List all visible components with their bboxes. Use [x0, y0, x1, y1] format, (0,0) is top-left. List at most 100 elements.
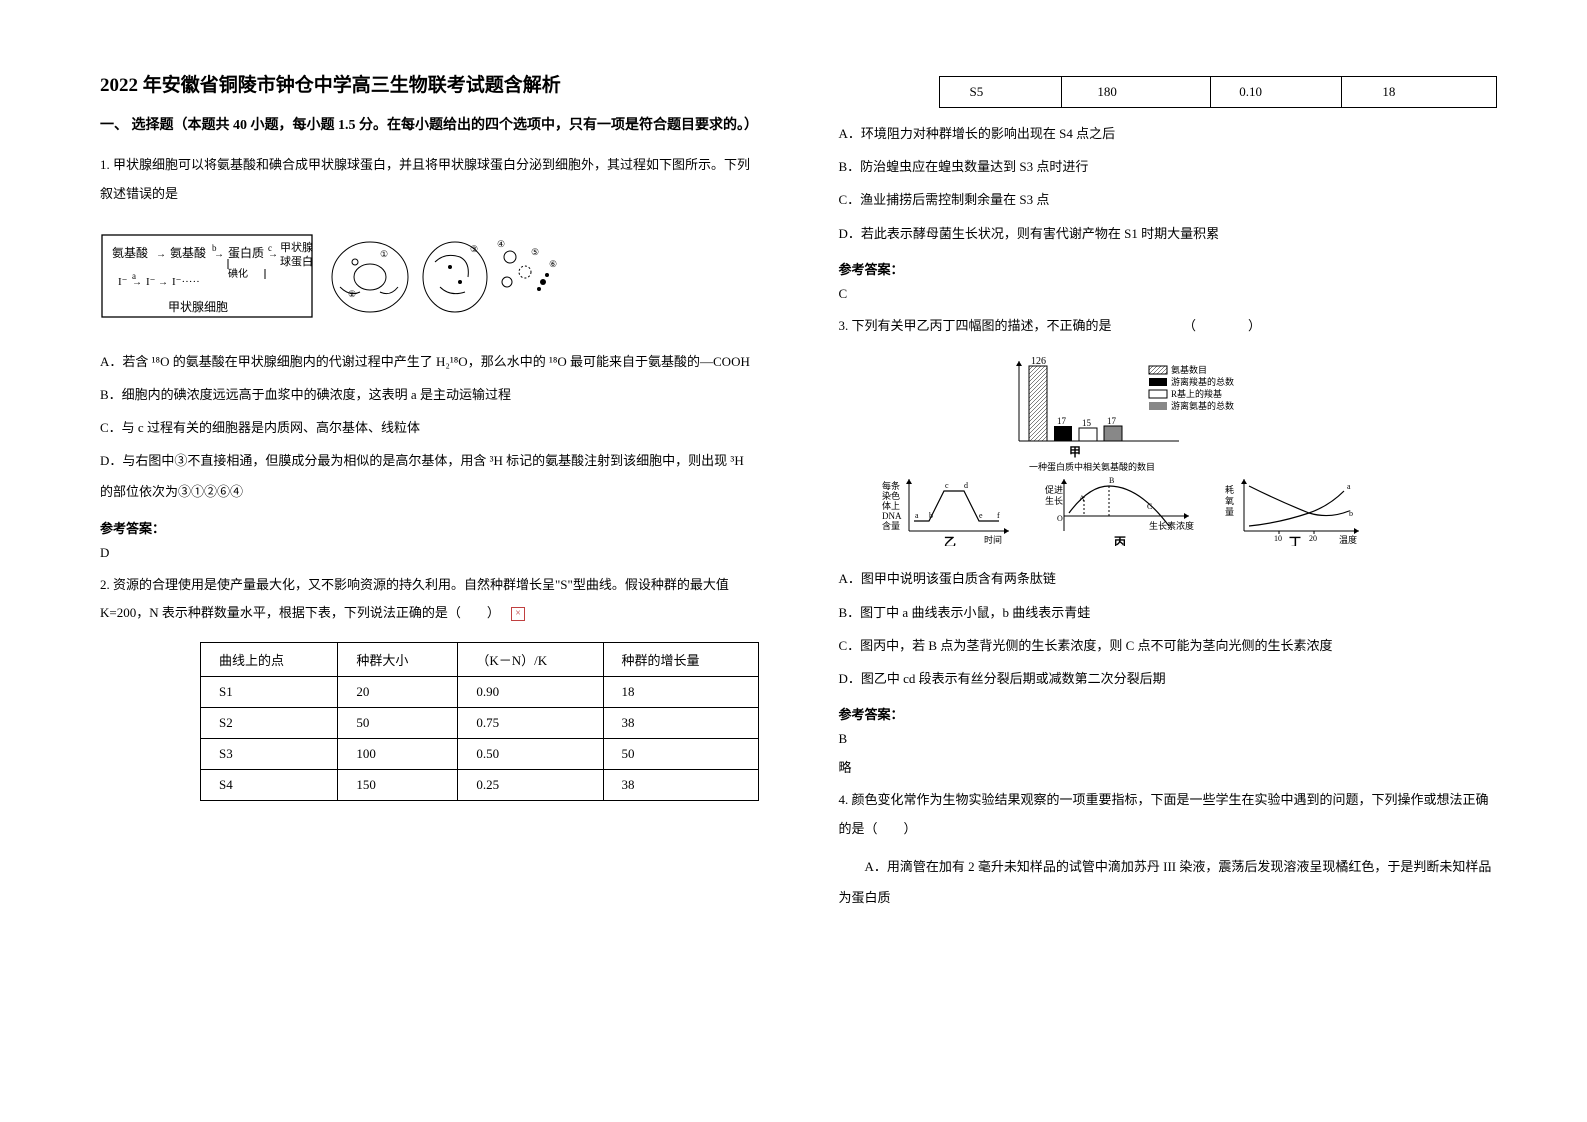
q4-option-a: A．用滴管在加有 2 毫升未知样品的试管中滴加苏丹 III 染液，震荡后发现溶液…: [839, 851, 1498, 913]
q3-option-b: B．图丁中 a 曲线表示小鼠，b 曲线表示青蛙: [839, 597, 1498, 628]
table-cell: 0.50: [458, 738, 603, 769]
q3-text: 3. 下列有关甲乙丙丁四幅图的描述，不正确的是 （ ）: [839, 312, 1498, 341]
table-cell: S3: [201, 738, 338, 769]
q1-option-a: A．若含 ¹⁸O 的氨基酸在甲状腺细胞内的代谢过程中产生了 H₂¹⁸O，那么水中…: [100, 346, 759, 377]
section-header: 一、 选择题（本题共 40 小题，每小题 1.5 分。在每小题给出的四个选项中，…: [100, 115, 759, 137]
svg-text:含量: 含量: [882, 520, 900, 531]
table-cell: S1: [201, 676, 338, 707]
svg-text:⑥: ⑥: [549, 259, 557, 269]
svg-text:游离羧基的总数: 游离羧基的总数: [1171, 376, 1234, 387]
q1-option-c: C．与 c 过程有关的细胞器是内质网、高尔基体、线粒体: [100, 412, 759, 443]
table-cell: 0.10: [1211, 77, 1342, 108]
svg-text:17: 17: [1057, 416, 1067, 426]
q3-option-c: C．图丙中，若 B 点为茎背光侧的生长素浓度，则 C 点不可能为茎向光侧的生长素…: [839, 630, 1498, 661]
table-cell: 0.90: [458, 676, 603, 707]
svg-text:d: d: [964, 481, 968, 490]
svg-text:b: b: [929, 511, 933, 520]
table-cell: 20: [338, 676, 458, 707]
svg-text:f: f: [997, 511, 1000, 520]
table-cell: S2: [201, 707, 338, 738]
svg-text:I⁻: I⁻: [118, 276, 128, 288]
q3-answer: B: [839, 731, 1498, 747]
svg-text:游离氨基的总数: 游离氨基的总数: [1171, 400, 1234, 411]
q2-option-c: C．渔业捕捞后需控制剩余量在 S3 点: [839, 184, 1498, 215]
svg-text:DNA: DNA: [882, 511, 902, 521]
table-header: 曲线上的点: [201, 642, 338, 676]
table-cell: 180: [1062, 77, 1211, 108]
svg-text:温度: 温度: [1339, 534, 1357, 545]
table-cell: 18: [603, 676, 758, 707]
svg-text:促进: 促进: [1045, 484, 1063, 495]
table-row: S2 50 0.75 38: [201, 707, 759, 738]
svg-text:每条: 每条: [882, 480, 900, 491]
table-cell: 18: [1342, 77, 1497, 108]
svg-text:15: 15: [1082, 418, 1092, 428]
q1-diagram: 氨基酸 → 氨基酸 b → 蛋白质 c → 甲状腺 球蛋白 I⁻ a → I⁻ …: [100, 227, 759, 332]
svg-text:→: →: [132, 277, 142, 288]
table-header-row: 曲线上的点 种群大小 （K－N）/K 种群的增长量: [201, 642, 759, 676]
svg-text:a: a: [1347, 482, 1351, 491]
svg-text:体上: 体上: [882, 500, 900, 511]
svg-text:④: ④: [497, 239, 505, 249]
q3-option-d: D．图乙中 cd 段表示有丝分裂后期或减数第二次分裂后期: [839, 663, 1498, 694]
q3-diagram: 126 17 15 17 甲 一种蛋白质中相关氨基酸的数目 氨基数目 游离羧基的…: [879, 356, 1498, 551]
svg-text:I⁻·····: I⁻·····: [172, 276, 200, 288]
table-row: S5 180 0.10 18: [939, 77, 1497, 108]
svg-text:一种蛋白质中相关氨基酸的数目: 一种蛋白质中相关氨基酸的数目: [1029, 461, 1155, 472]
svg-text:染色: 染色: [882, 490, 900, 501]
table-header: 种群的增长量: [603, 642, 758, 676]
svg-text:→: →: [268, 249, 278, 260]
table-header: （K－N）/K: [458, 642, 603, 676]
q1-answer: D: [100, 545, 759, 561]
q2-option-d: D．若此表示酵母菌生长状况，则有害代谢产物在 S1 时期大量积累: [839, 218, 1498, 249]
table-cell: 150: [338, 769, 458, 800]
svg-text:126: 126: [1031, 356, 1046, 367]
table-cell: 0.25: [458, 769, 603, 800]
q2-text-content: 2. 资源的合理使用是使产量最大化，又不影响资源的持久利用。自然种群增长呈"S"…: [100, 577, 729, 621]
left-column: 2022 年安徽省铜陵市钟仓中学高三生物联考试题含解析 一、 选择题（本题共 4…: [100, 70, 759, 1072]
svg-text:丁: 丁: [1289, 535, 1301, 546]
svg-text:氧: 氧: [1225, 495, 1234, 506]
svg-text:氨基酸: 氨基酸: [170, 245, 206, 260]
svg-text:乙: 乙: [944, 535, 956, 546]
svg-text:10: 10: [1274, 534, 1282, 543]
table-row: S4 150 0.25 38: [201, 769, 759, 800]
q2-answer: C: [839, 286, 1498, 302]
svg-text:生长: 生长: [1045, 495, 1063, 506]
svg-text:→: →: [156, 249, 166, 260]
right-column: S5 180 0.10 18 A．环境阻力对种群增长的影响出现在 S4 点之后 …: [839, 70, 1498, 1072]
svg-text:→: →: [158, 277, 168, 288]
q4-text: 4. 颜色变化常作为生物实验结果观察的一项重要指标，下面是一些学生在实验中遇到的…: [839, 786, 1498, 843]
svg-text:蛋白质: 蛋白质: [228, 245, 264, 260]
svg-text:B: B: [1109, 476, 1114, 485]
svg-text:耗: 耗: [1225, 485, 1234, 495]
svg-text:生长素浓度: 生长素浓度: [1149, 520, 1194, 531]
svg-text:a: a: [915, 511, 919, 520]
svg-text:c: c: [945, 481, 949, 490]
svg-text:甲状腺细胞: 甲状腺细胞: [168, 300, 228, 314]
svg-text:b: b: [1349, 509, 1353, 518]
q1-text: 1. 甲状腺细胞可以将氨基酸和碘合成甲状腺球蛋白，并且将甲状腺球蛋白分泌到细胞外…: [100, 151, 759, 208]
table-cell: 100: [338, 738, 458, 769]
page-title: 2022 年安徽省铜陵市钟仓中学高三生物联考试题含解析: [100, 70, 759, 97]
svg-text:量: 量: [1225, 507, 1234, 517]
q2-table-continued: S5 180 0.10 18: [939, 76, 1498, 108]
table-cell: S4: [201, 769, 338, 800]
svg-text:甲: 甲: [1069, 445, 1081, 459]
svg-text:球蛋白: 球蛋白: [280, 254, 313, 268]
svg-text:C: C: [1147, 502, 1152, 511]
svg-text:碘化: 碘化: [228, 267, 248, 280]
q1-option-b: B．细胞内的碘浓度远远高于血浆中的碘浓度，这表明 a 是主动运输过程: [100, 379, 759, 410]
svg-text:氨基数目: 氨基数目: [1171, 364, 1207, 375]
table-row: S1 20 0.90 18: [201, 676, 759, 707]
svg-text:R基上的羧基: R基上的羧基: [1171, 388, 1222, 399]
q2-option-a: A．环境阻力对种群增长的影响出现在 S4 点之后: [839, 118, 1498, 149]
q2-table: 曲线上的点 种群大小 （K－N）/K 种群的增长量 S1 20 0.90 18 …: [200, 642, 759, 801]
q3-note: 略: [839, 757, 1498, 776]
q3-answer-label: 参考答案：: [839, 704, 1498, 723]
svg-text:O: O: [1057, 514, 1063, 523]
svg-text:⑤: ⑤: [531, 247, 539, 257]
svg-text:时间: 时间: [984, 534, 1002, 545]
close-icon[interactable]: ×: [511, 607, 525, 621]
q2-option-b: B．防治蝗虫应在蝗虫数量达到 S3 点时进行: [839, 151, 1498, 182]
